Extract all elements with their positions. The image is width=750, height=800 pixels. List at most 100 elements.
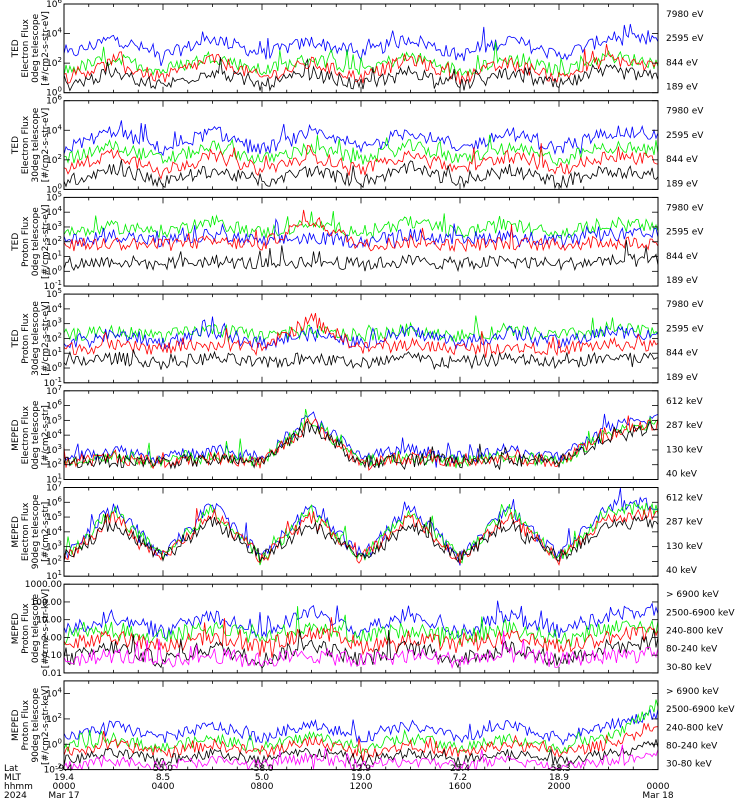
y-tick-exponent: 2 <box>58 458 62 466</box>
y-axis-label-line: MEPED <box>11 516 21 548</box>
y-tick-exponent: 4 <box>58 302 63 310</box>
y-tick-exponent: 0 <box>58 86 62 94</box>
legend-entry: 80-240 keV <box>666 645 718 655</box>
footer-row-label: 2024 <box>4 791 27 800</box>
y-tick-exponent: 3 <box>58 220 62 228</box>
y-axis-label: TEDProton Flux0deg telescope[#/cm2-s-str… <box>11 204 51 279</box>
legend-entry: 287 keV <box>666 421 703 431</box>
legend-entry: 287 keV <box>666 518 703 528</box>
y-tick-exponent: 0 <box>58 737 62 745</box>
y-axis-label: MEPEDProton Flux0deg telescope[#/cm2-s-s… <box>11 589 51 668</box>
y-tick-exponent: 4 <box>58 525 63 533</box>
series-group <box>64 209 658 273</box>
series-line-844-ev <box>64 315 658 343</box>
legend-entry: 612 keV <box>666 397 703 407</box>
footer-cell-hhmm: 1200 <box>350 782 373 792</box>
footer-cell-lat: 55.0 <box>153 764 173 774</box>
y-tick-label: 106 <box>46 0 62 10</box>
y-axis-label-line: 0deg telescope <box>31 207 41 277</box>
series-line-80-240-kev <box>64 699 658 755</box>
legend-entry: 2595 eV <box>666 131 704 141</box>
y-axis-label-line: TED <box>11 136 21 155</box>
legend-entry: 40 keV <box>666 470 698 480</box>
y-axis-label-line: Electron Flux <box>21 18 31 77</box>
y-axis-label-line: [#/cm2-s-str-eV] <box>41 204 51 279</box>
y-tick-exponent: 3 <box>58 443 62 451</box>
legend-entry: 2595 eV <box>666 324 704 334</box>
y-tick-exponent: 6 <box>58 495 63 503</box>
y-axis-label-line: [#/cm2-s-str-eV] <box>41 11 51 86</box>
series-line-7980-ev <box>64 349 658 371</box>
series-line-40-kev <box>64 411 658 468</box>
footer-row-label: Lat <box>4 764 19 774</box>
y-tick-exponent: 5 <box>58 413 62 421</box>
y-axis-label-line: MEPED <box>11 419 21 451</box>
series-line-287-kev <box>64 506 658 567</box>
legend-entry: > 6900 keV <box>666 687 720 697</box>
plot-frame <box>63 196 659 287</box>
y-axis-label-line: [#/cm2-s-str] <box>41 502 51 562</box>
series-line-2595-ev <box>64 209 658 253</box>
y-tick-label: 1.00 <box>42 633 62 643</box>
series-line-189-ev <box>64 218 658 249</box>
y-axis-label-line: 0deg telescope <box>31 13 41 83</box>
y-tick-exponent: 4 <box>58 27 63 35</box>
series-line-240-800-kev <box>64 722 658 762</box>
y-tick-exponent: 2 <box>58 235 62 243</box>
y-tick-exponent: 7 <box>58 384 62 392</box>
series-line-2500-6900-kev <box>64 739 658 767</box>
y-tick-exponent: 6 <box>58 399 63 407</box>
chart-panel-7: 0.010.101.0010.00100.001000.00MEPEDProto… <box>11 580 735 679</box>
legend-entry: 612 keV <box>666 494 703 504</box>
y-tick-exponent: 1 <box>58 473 62 481</box>
y-tick-exponent: 2 <box>58 56 62 64</box>
legend-entry: 30-80 keV <box>666 663 712 673</box>
y-axis-label-line: 90deg telescope <box>31 494 41 569</box>
y-tick-label: 0.01 <box>42 669 62 679</box>
legend-entry: 844 eV <box>666 252 699 262</box>
y-axis-label-line: [#/cm2-s-str-keV] <box>41 686 51 765</box>
legend-entry: 7980 eV <box>666 203 704 213</box>
footer-cell-hhmm: 0800 <box>251 782 274 792</box>
y-axis-label-line: Electron Flux <box>21 502 31 561</box>
y-axis-label-line: Electron Flux <box>21 115 31 174</box>
y-axis-label-line: Proton Flux <box>21 312 31 363</box>
y-tick-exponent: 2 <box>58 153 62 161</box>
series-group <box>64 120 658 190</box>
y-tick-label: 100.00 <box>31 598 63 608</box>
series-group <box>64 487 658 567</box>
legend-entry: > 6900 keV <box>666 590 720 600</box>
plot-frame <box>63 583 659 674</box>
legend-entry: 7980 eV <box>666 10 704 20</box>
series-line--6900-kev <box>64 630 658 669</box>
y-tick-exponent: 0 <box>58 264 62 272</box>
y-axis-label-line: Proton Flux <box>21 699 31 750</box>
y-tick-exponent: 4 <box>58 687 63 695</box>
series-line-2595-ev <box>64 43 658 85</box>
series-line-130-kev <box>64 408 658 469</box>
series-line-287-kev <box>64 415 658 471</box>
legend-entry: 2595 eV <box>666 34 704 44</box>
footer-row-label: MLT <box>4 773 22 783</box>
footer-cell-date: Mar 18 <box>642 791 674 800</box>
y-tick-exponent: 3 <box>58 317 62 325</box>
y-axis-label: TEDProton Flux30deg telescope[#/cm2-s-st… <box>11 301 51 376</box>
footer-row-label: hhmm <box>4 782 33 792</box>
y-axis-label-line: Proton Flux <box>21 603 31 654</box>
footer-cell-mlt: 19.4 <box>54 773 74 783</box>
y-axis-label-line: [#/cm2-s-str] <box>41 405 51 465</box>
series-group <box>64 699 658 770</box>
y-axis-label-line: Electron Flux <box>21 405 31 464</box>
y-tick-label: 0.10 <box>42 651 62 661</box>
series-line-844-ev <box>64 211 658 239</box>
y-axis-label-line: 30deg telescope <box>31 301 41 376</box>
y-tick-exponent: 4 <box>58 428 63 436</box>
